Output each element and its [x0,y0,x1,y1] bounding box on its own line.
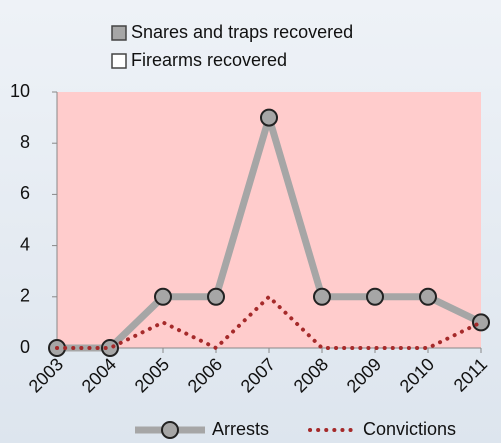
legend-swatch [111,25,127,41]
marker [472,313,490,332]
y-tick-label: 0 [20,337,30,357]
legend-swatch [111,53,127,69]
legend-marker [161,421,179,439]
y-tick-label: 4 [20,234,30,254]
plot-area [57,92,481,348]
marker [366,287,384,306]
marker [101,339,119,357]
y-tick-label: 10 [10,81,30,101]
convictions-line [55,294,483,350]
marker [313,287,331,306]
legend-label: Convictions [363,419,456,439]
legend-label: Firearms recovered [131,50,287,70]
marker [260,108,278,127]
y-tick-label: 6 [20,183,30,203]
legend-label: Arrests [212,419,269,439]
marker [207,287,225,306]
marker [154,287,172,306]
y-tick-label: 8 [20,132,30,152]
marker [419,287,437,306]
legend-label: Snares and traps recovered [131,22,353,42]
y-tick-label: 2 [20,286,30,306]
